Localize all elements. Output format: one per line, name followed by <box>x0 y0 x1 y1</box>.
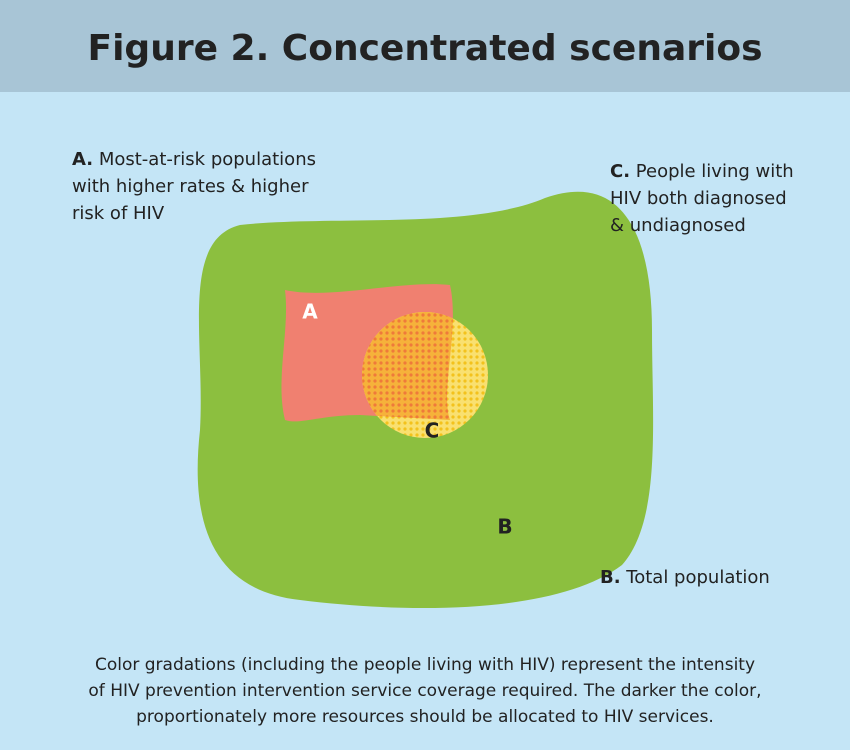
label-line: risk of HIV <box>72 203 165 224</box>
label-line: Total population <box>621 567 770 588</box>
label-line: HIV both diagnosed <box>610 188 787 209</box>
shape-letter: B <box>497 515 512 539</box>
label-key: B. <box>600 567 621 588</box>
label-text: HIV both diagnosed <box>610 188 787 209</box>
label-line: People living with <box>630 161 794 182</box>
caption-line: proportionately more resources should be… <box>136 707 714 727</box>
shape-letter: A <box>302 300 318 324</box>
label-key: A. <box>72 149 93 170</box>
label-text: with higher rates & higher <box>72 176 309 197</box>
overlap-region <box>362 312 453 422</box>
label-key: C. <box>610 161 630 182</box>
label-line: & undiagnosed <box>610 215 746 236</box>
shape-letter: C <box>425 419 440 443</box>
label-line: Most-at-risk populations <box>93 149 316 170</box>
label-text: A. Most-at-risk populations <box>72 149 316 170</box>
label-text: B. Total population <box>600 567 770 588</box>
caption-line: of HIV prevention intervention service c… <box>88 681 761 701</box>
caption-line: Color gradations (including the people l… <box>95 655 755 675</box>
title: Figure 2. Concentrated scenarios <box>88 28 763 69</box>
label-text: C. People living with <box>610 161 794 182</box>
label-text: risk of HIV <box>72 203 165 224</box>
label-line: with higher rates & higher <box>72 176 309 197</box>
title-band <box>0 0 850 92</box>
label-text: & undiagnosed <box>610 215 746 236</box>
